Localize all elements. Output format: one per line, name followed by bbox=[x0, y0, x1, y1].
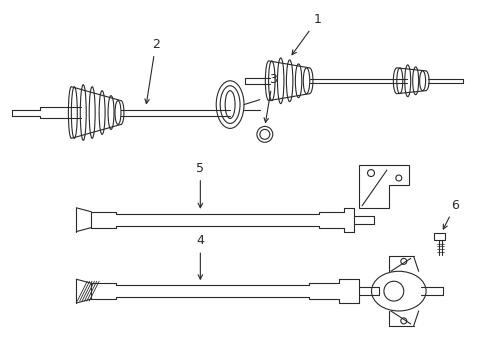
Text: 4: 4 bbox=[196, 234, 204, 279]
Text: 5: 5 bbox=[196, 162, 204, 208]
Text: 6: 6 bbox=[443, 199, 458, 229]
Text: 2: 2 bbox=[144, 38, 159, 104]
Text: 1: 1 bbox=[291, 13, 321, 55]
Text: 3: 3 bbox=[264, 73, 276, 122]
